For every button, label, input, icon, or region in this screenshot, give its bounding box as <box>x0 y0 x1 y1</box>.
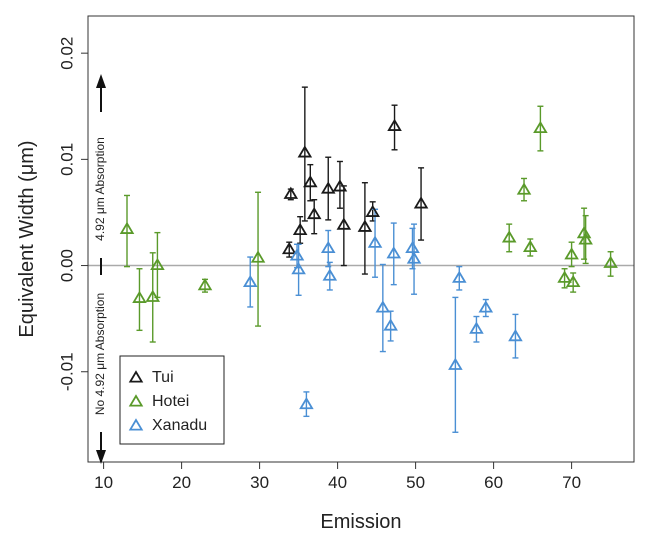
x-axis-label: Emission <box>320 511 401 533</box>
hotei-data-point <box>565 274 581 288</box>
arrow-up-head <box>96 74 106 88</box>
xanadu-data-point <box>478 300 494 313</box>
x-tick-label: 70 <box>562 473 581 492</box>
y-axis-label-text: Equivalent Width ( <box>16 175 38 338</box>
xanadu-data-point <box>320 240 336 254</box>
annotation-absorption: 4.92 μm Absorption <box>93 137 107 241</box>
legend: Tui Hotei Xanadu <box>119 355 225 445</box>
hotei-data-point <box>250 250 266 263</box>
x-axis: 10 20 30 40 50 60 70 <box>94 462 581 492</box>
xanadu-data-point <box>383 318 398 331</box>
xanadu-data-point <box>406 251 422 264</box>
y-axis-label-close: ) <box>16 140 38 147</box>
legend-label-xanadu: Xanadu <box>152 417 207 434</box>
tui-data-point <box>297 145 313 158</box>
y-axis: -0.01 0.00 0.01 0.02 <box>57 37 88 391</box>
hotei-data-point <box>564 247 579 260</box>
hotei-data-point <box>150 257 165 271</box>
xanadu-data-point <box>322 268 338 281</box>
hotei-data-point <box>603 255 618 268</box>
tui-data-point <box>281 241 297 255</box>
x-tick-label: 10 <box>94 473 113 492</box>
xanadu-data-point <box>367 235 383 248</box>
xanadu-data-point <box>386 246 402 259</box>
tui-data-point <box>292 222 308 236</box>
tui-data-point <box>306 206 322 220</box>
legend-marker-tui <box>128 370 144 383</box>
tui-data-point <box>413 196 429 209</box>
x-tick-label: 30 <box>250 473 269 492</box>
hotei-data-point <box>557 270 572 283</box>
xanadu-data-point <box>448 357 463 370</box>
xanadu-data-point <box>299 396 314 410</box>
arrow-down-head <box>96 450 106 464</box>
legend-marker-xanadu <box>128 418 144 431</box>
y-axis-label-unit: μm <box>16 147 38 175</box>
tui-data-point <box>303 174 318 188</box>
y-tick-label: 0.02 <box>57 37 76 70</box>
tui-data-point <box>283 186 299 199</box>
tui-data-point <box>336 217 352 230</box>
x-tick-label: 20 <box>172 473 191 492</box>
xanadu-data-point <box>291 262 306 275</box>
y-tick-label: -0.01 <box>57 352 76 391</box>
hotei-data-point <box>119 221 135 234</box>
y-axis-label: Equivalent Width (μm) <box>16 140 38 337</box>
xanadu-data-point <box>289 248 305 261</box>
xanadu-data-point <box>469 321 484 334</box>
plot-frame <box>87 15 635 463</box>
annotation-no-absorption: No 4.92 μm Absorption <box>93 293 107 415</box>
hotei-data-point <box>197 277 213 291</box>
xanadu-data-point <box>451 270 467 283</box>
tui-data-point <box>320 181 336 194</box>
hotei-data-point <box>522 239 538 252</box>
xanadu-data-point <box>508 328 523 342</box>
marker-layer <box>119 118 618 410</box>
xanadu-data-point <box>242 274 258 288</box>
legend-label-hotei: Hotei <box>152 393 189 410</box>
y-tick-label: 0.01 <box>57 143 76 176</box>
hotei-data-point <box>501 230 517 243</box>
xanadu-data-point <box>375 300 391 313</box>
tui-data-point <box>365 204 380 217</box>
hotei-data-point <box>578 232 593 245</box>
absorption-annotation: 4.92 μm Absorption No 4.92 μm Absorption <box>93 74 107 464</box>
hotei-data-point <box>145 289 161 302</box>
hotei-data-point <box>132 290 147 303</box>
hotei-data-point <box>516 182 532 195</box>
tui-data-point <box>332 179 348 192</box>
xanadu-data-point <box>405 240 420 254</box>
y-tick-label: 0.00 <box>57 249 76 282</box>
legend-marker-hotei <box>128 394 144 407</box>
legend-label-tui: Tui <box>152 369 174 386</box>
x-tick-label: 50 <box>406 473 425 492</box>
x-tick-label: 40 <box>328 473 347 492</box>
tui-data-point <box>387 118 402 131</box>
hotei-data-point <box>533 120 548 134</box>
tui-data-point <box>357 219 373 232</box>
x-tick-label: 60 <box>484 473 503 492</box>
